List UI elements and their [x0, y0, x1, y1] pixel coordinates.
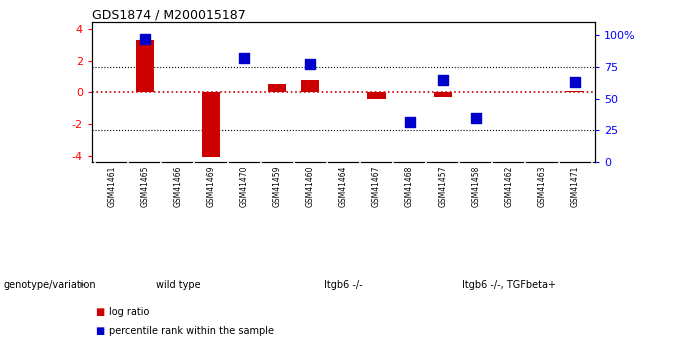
Point: [437, 77, 448, 82]
Bar: [202, 92, 220, 157]
Bar: [367, 92, 386, 99]
Point: [139, 36, 150, 42]
Text: ■: ■: [95, 326, 105, 336]
Text: genotype/variation: genotype/variation: [3, 280, 96, 289]
Point: [305, 61, 316, 67]
Text: log ratio: log ratio: [109, 307, 149, 317]
Text: Itgb6 -/-, TGFbeta+: Itgb6 -/-, TGFbeta+: [462, 280, 556, 289]
Text: GSM41470: GSM41470: [239, 165, 249, 207]
Bar: [301, 80, 320, 92]
Text: GSM41465: GSM41465: [140, 165, 150, 207]
Text: GSM41467: GSM41467: [372, 165, 381, 207]
Point: [404, 119, 415, 124]
Point: [239, 55, 250, 61]
Text: GSM41469: GSM41469: [207, 165, 216, 207]
Bar: [136, 40, 154, 92]
Text: GSM41461: GSM41461: [107, 165, 116, 207]
Text: GSM41457: GSM41457: [438, 165, 447, 207]
Text: Itgb6 -/-: Itgb6 -/-: [324, 280, 362, 289]
Point: [570, 79, 581, 85]
Bar: [434, 92, 452, 97]
Text: GSM41466: GSM41466: [173, 165, 182, 207]
Text: GSM41459: GSM41459: [273, 165, 282, 207]
Text: ■: ■: [95, 307, 105, 317]
Point: [471, 115, 481, 120]
Text: GSM41460: GSM41460: [306, 165, 315, 207]
Text: GSM41468: GSM41468: [405, 165, 414, 207]
Text: GSM41471: GSM41471: [571, 165, 579, 207]
Text: GDS1874 / M200015187: GDS1874 / M200015187: [92, 8, 245, 21]
Bar: [268, 84, 286, 92]
Bar: [566, 91, 584, 92]
Text: GSM41464: GSM41464: [339, 165, 348, 207]
Text: wild type: wild type: [156, 280, 200, 289]
Text: percentile rank within the sample: percentile rank within the sample: [109, 326, 274, 336]
Text: GSM41463: GSM41463: [537, 165, 547, 207]
Text: GSM41462: GSM41462: [505, 165, 513, 207]
Text: GSM41458: GSM41458: [471, 165, 480, 207]
